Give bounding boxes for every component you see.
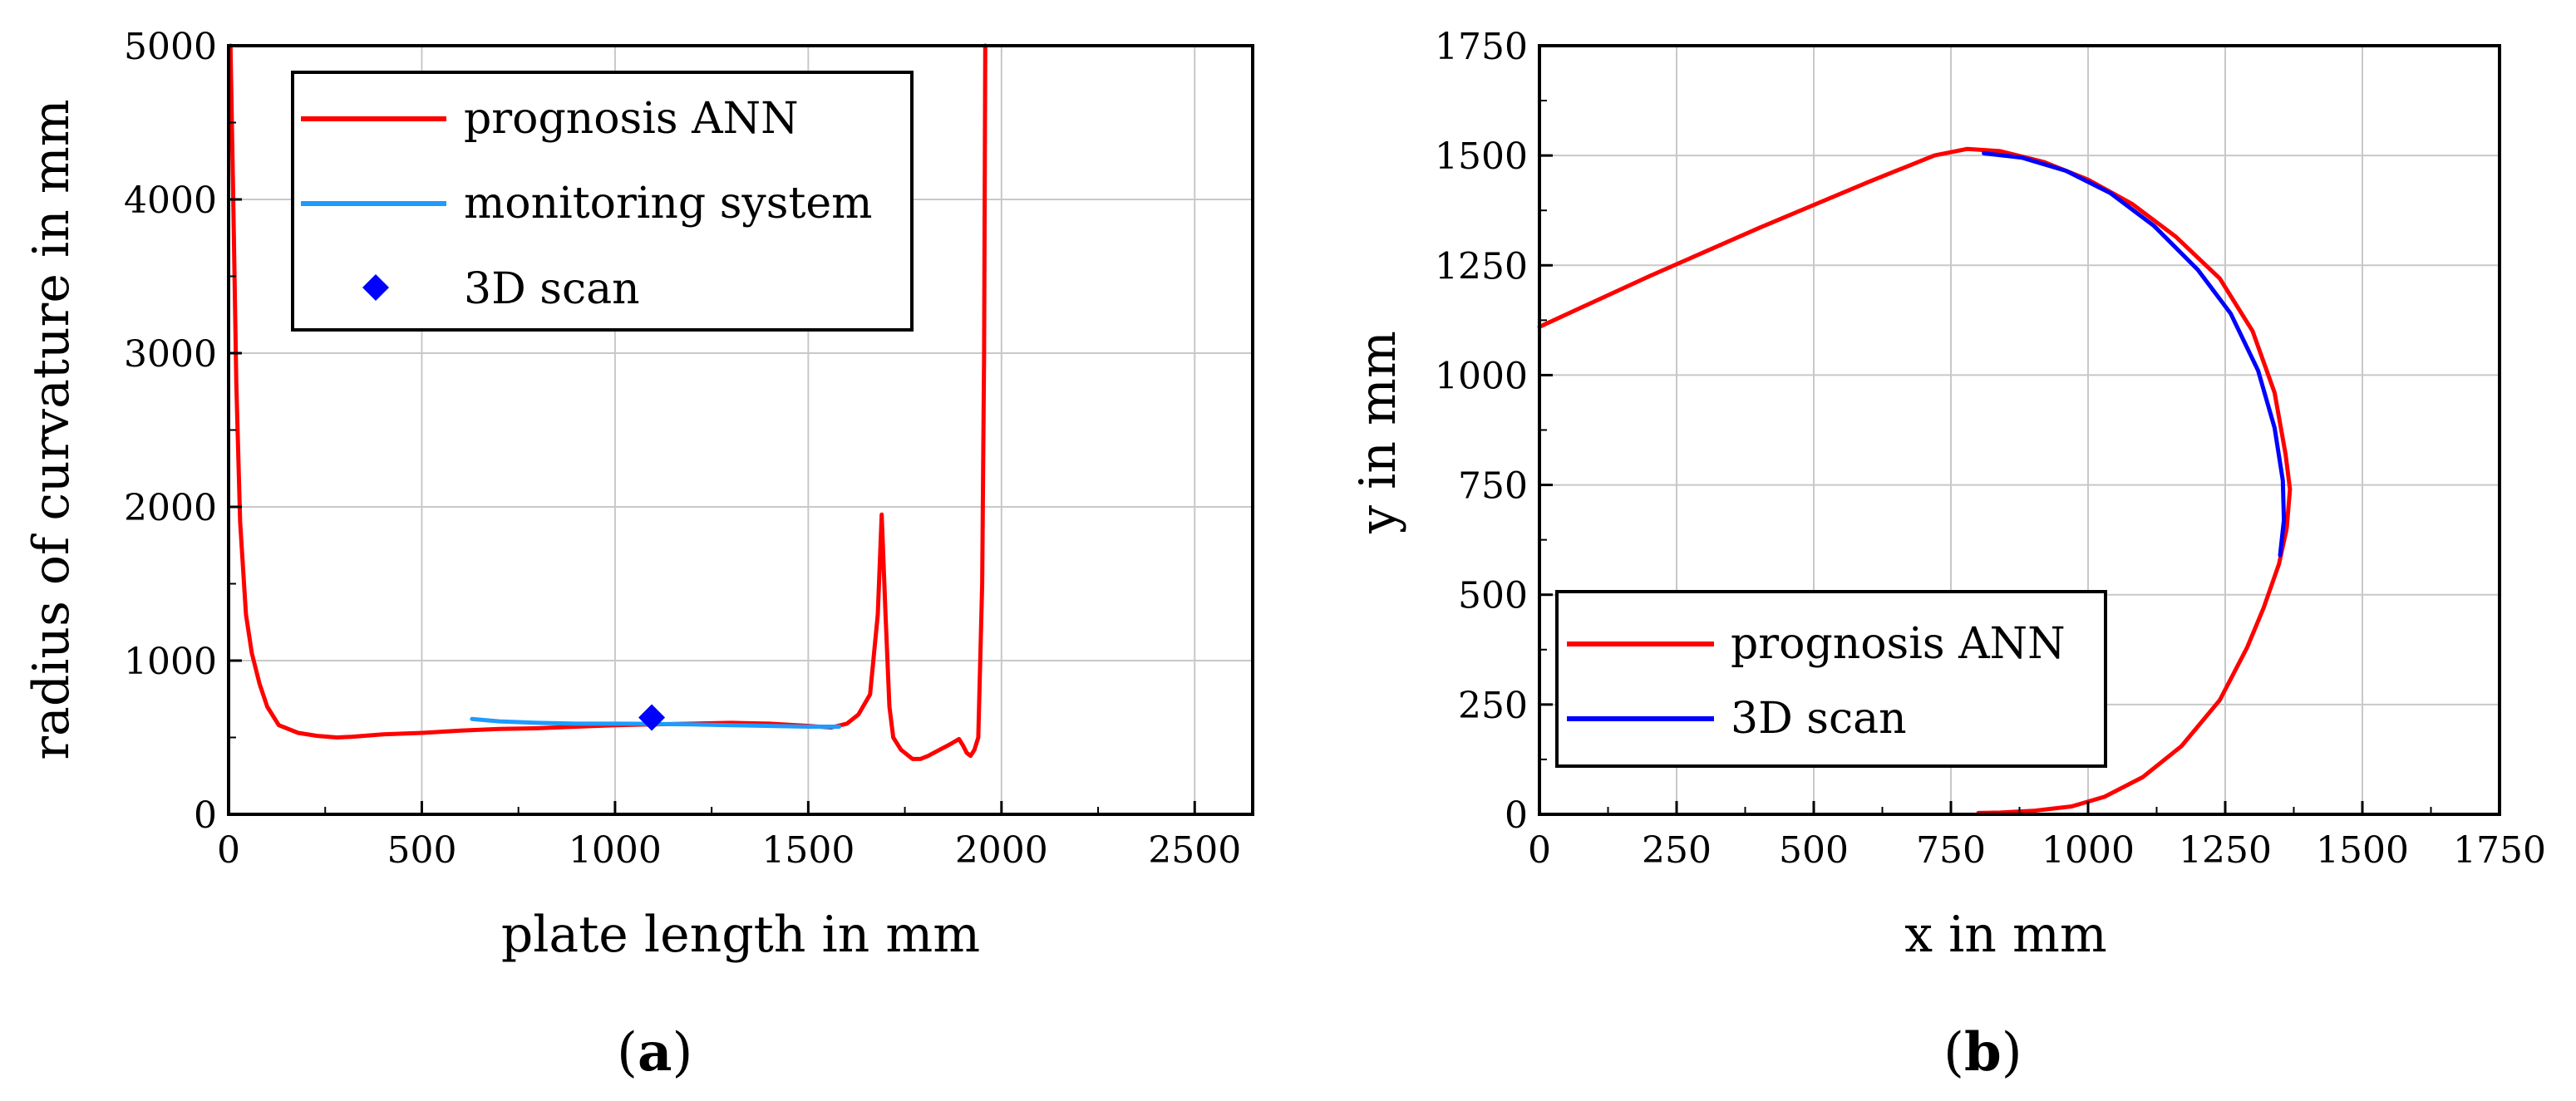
chart-b-series-3d-scan bbox=[1982, 151, 2287, 558]
chart-b-y-tick-label: 1250 bbox=[1435, 245, 1528, 288]
chart-b-x-tick-label: 0 bbox=[1528, 829, 1551, 872]
chart-b-caption-close: ) bbox=[2002, 1022, 2022, 1084]
chart-a-legend: prognosis ANN monitoring system 3D scan bbox=[291, 71, 914, 332]
chart-b-x-tick-label: 1500 bbox=[2316, 829, 2409, 872]
chart-b-x-tick-labels: 0 250 500 750 1000 1250 1500 1750 bbox=[1528, 829, 2546, 872]
chart-a-caption-open: ( bbox=[617, 1022, 638, 1084]
chart-a-point-3d-scan bbox=[638, 704, 666, 731]
chart-b-legend-label-prognosis: prognosis ANN bbox=[1731, 619, 2066, 669]
chart-a-ticks bbox=[227, 44, 1196, 816]
chart-a-x-axis-label: plate length in mm bbox=[501, 906, 980, 964]
chart-a-x-tick-labels: 0 500 1000 1500 2000 2500 bbox=[217, 829, 1241, 872]
chart-b-y-tick-label: 750 bbox=[1458, 465, 1528, 508]
chart-b-legend-box bbox=[1555, 590, 2107, 768]
chart-a-y-tick-label: 5000 bbox=[124, 26, 217, 68]
chart-b-legend: prognosis ANN 3D scan bbox=[1555, 590, 2107, 768]
chart-a-x-tick-label: 500 bbox=[387, 829, 456, 872]
chart-b-y-tick-label: 1750 bbox=[1435, 26, 1528, 68]
chart-b-x-tick-label: 1250 bbox=[2179, 829, 2272, 872]
chart-b-y-tick-label: 1000 bbox=[1435, 355, 1528, 397]
chart-b-series bbox=[1537, 146, 2293, 815]
chart-a-y-axis-label: radius of curvature in mm bbox=[22, 99, 81, 759]
chart-b-x-axis-label: x in mm bbox=[1904, 906, 2107, 964]
chart-b-x-tick-label: 750 bbox=[1916, 829, 1986, 872]
chart-b-series-prognosis-ann bbox=[1537, 146, 2293, 815]
chart-b-x-tick-label: 1750 bbox=[2453, 829, 2546, 872]
chart-b-y-axis-label: y in mm bbox=[1349, 331, 1407, 534]
chart-a-x-tick-label: 1000 bbox=[569, 829, 662, 872]
chart-a-legend-label-monitoring: monitoring system bbox=[464, 179, 872, 229]
chart-a-x-tick-label: 0 bbox=[217, 829, 240, 872]
chart-b-legend-label-3dscan: 3D scan bbox=[1731, 694, 1907, 744]
chart-a-legend-swatch-3dscan bbox=[362, 274, 389, 301]
chart-b-caption-letter: b bbox=[1964, 1021, 2002, 1084]
chart-a-x-tick-label: 2000 bbox=[955, 829, 1048, 872]
chart-a-y-tick-label: 0 bbox=[194, 794, 217, 837]
chart-a-legend-label-3dscan: 3D scan bbox=[464, 264, 640, 314]
chart-b-y-tick-label: 250 bbox=[1458, 685, 1528, 727]
chart-a-caption: (a) bbox=[617, 1021, 692, 1084]
chart-a-x-tick-label: 2500 bbox=[1148, 829, 1241, 872]
chart-b-x-tick-label: 250 bbox=[1642, 829, 1712, 872]
chart-a-y-tick-label: 3000 bbox=[124, 333, 217, 376]
chart-b-y-tick-label: 500 bbox=[1458, 575, 1528, 617]
chart-b-x-tick-label: 500 bbox=[1779, 829, 1849, 872]
chart-a: 0 1000 2000 3000 4000 5000 0 500 1000 1500 2000 25… bbox=[22, 26, 1254, 1084]
chart-b-y-tick-label: 1500 bbox=[1435, 135, 1528, 178]
chart-b-caption: (b) bbox=[1943, 1021, 2022, 1084]
chart-a-legend-label-prognosis: prognosis ANN bbox=[464, 94, 799, 144]
chart-a-y-tick-labels: 0 1000 2000 3000 4000 5000 bbox=[124, 26, 217, 837]
chart-a-x-tick-label: 1500 bbox=[761, 829, 855, 872]
chart-b: 0 250 500 750 1000 1250 1500 1750 0 250 500 750 100… bbox=[1349, 26, 2546, 1084]
chart-b-caption-open: ( bbox=[1943, 1022, 1964, 1084]
chart-b-ticks bbox=[1538, 44, 2501, 816]
chart-b-x-tick-label: 1000 bbox=[2042, 829, 2135, 872]
chart-a-series bbox=[228, 43, 988, 761]
chart-a-y-tick-label: 2000 bbox=[124, 487, 217, 529]
chart-a-caption-letter: a bbox=[638, 1021, 672, 1084]
chart-a-y-tick-label: 4000 bbox=[124, 179, 217, 222]
chart-a-y-tick-label: 1000 bbox=[124, 641, 217, 683]
chart-a-caption-close: ) bbox=[672, 1022, 692, 1084]
chart-b-y-tick-labels: 0 250 500 750 1000 1250 1500 1750 bbox=[1435, 26, 1528, 837]
chart-b-y-tick-label: 0 bbox=[1505, 794, 1528, 837]
